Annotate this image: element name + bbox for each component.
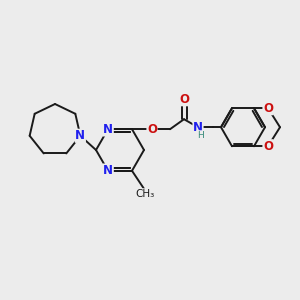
Text: H: H xyxy=(196,131,203,140)
Text: O: O xyxy=(263,102,273,115)
Text: N: N xyxy=(103,164,113,177)
Text: N: N xyxy=(103,164,113,177)
Text: CH₃: CH₃ xyxy=(135,189,154,199)
Text: N: N xyxy=(75,129,85,142)
Text: N: N xyxy=(103,123,113,136)
Text: O: O xyxy=(263,140,273,153)
Text: O: O xyxy=(179,93,189,106)
Text: N: N xyxy=(193,121,203,134)
Text: O: O xyxy=(147,123,157,136)
Text: N: N xyxy=(103,123,113,136)
